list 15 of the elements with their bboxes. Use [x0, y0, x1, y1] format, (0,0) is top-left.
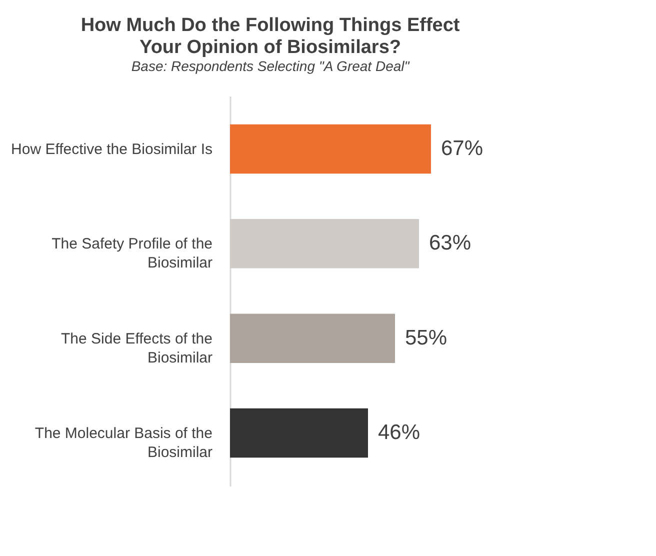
data-label: 46%: [378, 420, 420, 444]
bar: [230, 124, 431, 174]
text: Your Opinion of Biosimilars?: [140, 37, 401, 58]
data-label: 63%: [429, 232, 472, 255]
bar: [230, 314, 395, 363]
bar: [230, 408, 368, 458]
chart-subtitle: Base: Respondents Selecting "A Great Deal": [131, 58, 410, 74]
data-label: 67%: [441, 137, 484, 160]
y-tick-label: The Safety Profile of the Biosimilar: [52, 236, 212, 272]
y-tick-label: The Molecular Basis of the Biosimilar: [34, 424, 212, 461]
text: How Much Do the Following Things Effect: [80, 15, 460, 36]
bar: [230, 219, 419, 268]
y-tick-label: The Side Effects of the Biosimilar: [61, 330, 212, 366]
y-tick-label: How Effective the Biosimilar Is: [11, 141, 212, 158]
data-label: 55%: [405, 326, 448, 350]
